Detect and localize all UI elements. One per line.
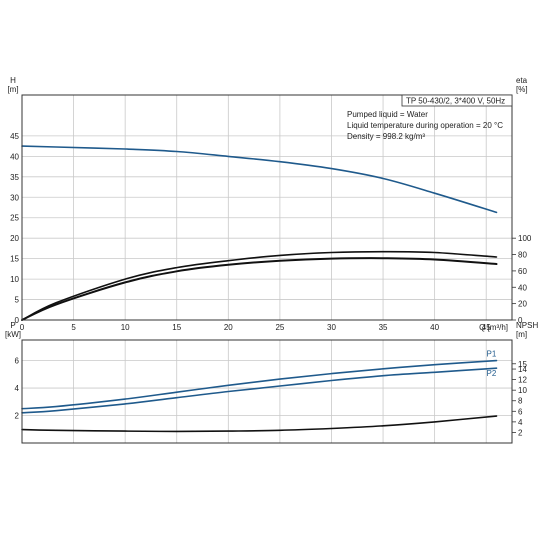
y-right-tick-label: 14 [518, 365, 527, 374]
x-tick-label: 20 [224, 323, 233, 332]
y-left-tick-label: 2 [15, 412, 20, 421]
y-right-axis-name: NPSH [516, 321, 538, 330]
y-right-tick-label: 20 [518, 300, 527, 309]
y-right-tick-label: 2 [518, 428, 523, 437]
x-tick-label: 45 [482, 323, 491, 332]
series-layer [21, 145, 498, 433]
y-left-tick-label: 20 [10, 234, 19, 243]
y-right-tick-label: 4 [518, 418, 523, 427]
y-left-tick-label: 10 [10, 275, 19, 284]
y-right-axis-name: eta [516, 76, 528, 85]
y-right-tick-label: 0 [518, 316, 523, 325]
x-axis-name: Q [m³/h] [479, 323, 508, 332]
y-left-tick-label: 15 [10, 255, 19, 264]
x-tick-label: 25 [275, 323, 284, 332]
x-tick-label: 15 [172, 323, 181, 332]
y-right-tick-label: 40 [518, 283, 527, 292]
series-line-p1 [21, 359, 498, 410]
annotation-line: Density = 998.2 kg/m³ [347, 132, 425, 141]
x-tick-label: 5 [71, 323, 76, 332]
y-left-axis-unit: [m] [7, 85, 18, 94]
annotation-title: TP 50-430/2, 3*400 V, 50Hz [406, 97, 505, 106]
annotation-line: Liquid temperature during operation = 20… [347, 121, 503, 130]
y-left-tick-label: 30 [10, 193, 19, 202]
series-line-curve-2 [21, 257, 498, 321]
y-right-tick-label: 10 [518, 386, 527, 395]
y-left-axis-name: P [10, 321, 15, 330]
y-right-tick-label: 15 [518, 360, 527, 369]
x-tick-label: 10 [121, 323, 130, 332]
y-left-tick-label: 5 [15, 296, 20, 305]
y-left-tick-label: 0 [15, 316, 20, 325]
y-right-axis-unit: [m] [516, 330, 527, 339]
title-box [401, 94, 513, 107]
series-line-curve-1 [21, 250, 498, 321]
series-line-curve-2 [21, 415, 498, 433]
y-left-tick-label: 4 [15, 384, 20, 393]
series-label-p2: P2 [487, 369, 497, 378]
y-right-tick-label: 100 [518, 234, 532, 243]
y-right-tick-label: 60 [518, 267, 527, 276]
y-right-tick-label: 80 [518, 251, 527, 260]
y-left-tick-label: 25 [10, 214, 19, 223]
series-line-p2 [21, 367, 498, 414]
y-left-axis-unit: [kW] [5, 330, 21, 339]
y-left-tick-label: 35 [10, 173, 19, 182]
frame-layer [21, 94, 516, 444]
annotation-line: Pumped liquid = Water [347, 110, 428, 119]
y-right-tick-label: 8 [518, 397, 523, 406]
series-label-p1: P1 [487, 350, 497, 359]
y-right-tick-label: 12 [518, 376, 527, 385]
series-line-curve-0 [21, 145, 498, 214]
y-left-tick-label: 45 [10, 132, 19, 141]
y-left-axis-name: H [10, 76, 16, 85]
plot-frame [21, 339, 513, 444]
plot-frame [21, 94, 513, 321]
y-left-tick-label: 40 [10, 152, 19, 161]
grid-layer [21, 95, 512, 443]
y-left-tick-label: 6 [15, 357, 20, 366]
x-tick-label: 35 [379, 323, 388, 332]
y-right-axis-unit: [%] [516, 85, 528, 94]
x-tick-label: 30 [327, 323, 336, 332]
y-right-tick-label: 6 [518, 407, 523, 416]
x-tick-label: 40 [430, 323, 439, 332]
x-tick-label: 0 [20, 323, 25, 332]
text-layer: 0 5 10 15 20 25 30 35 40 45 0 5 10 15 20 25 30 35 40 45 0 20 4… [5, 76, 538, 437]
